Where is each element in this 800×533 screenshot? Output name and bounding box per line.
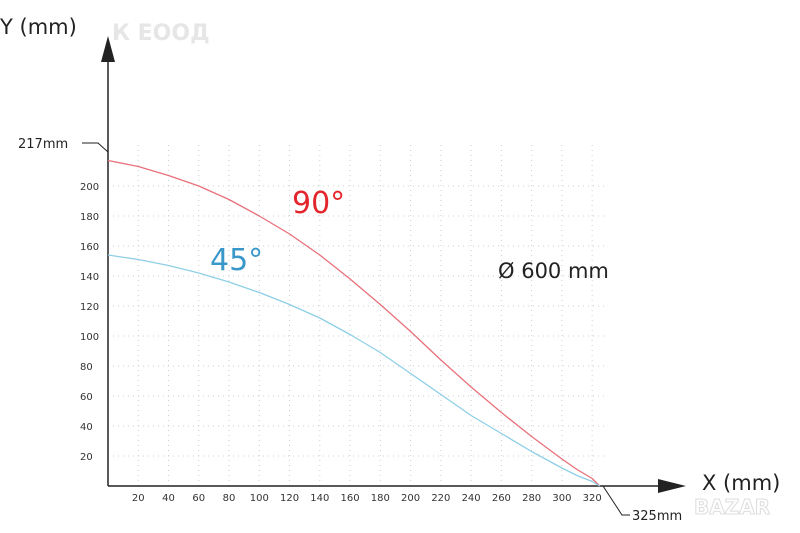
corner-badge: BAZAR (694, 495, 771, 520)
x-tick-label: 260 (492, 493, 511, 504)
series-lines (107, 159, 601, 487)
x-max-leader (602, 485, 630, 516)
y-tick-label: 60 (80, 392, 93, 403)
y-tick-label: 200 (80, 182, 99, 193)
x-tick-label: 200 (401, 493, 420, 504)
series-label-90: 90° (292, 186, 345, 221)
watermark-text: К ЕООД (112, 21, 210, 46)
y-max-callout: 217mm (18, 137, 68, 152)
y-tick-label: 80 (80, 362, 93, 373)
x-tick-label: 120 (280, 493, 299, 504)
diameter-annotation: Ø 600 mm (498, 259, 609, 283)
y-tick-label: 40 (80, 422, 93, 433)
grid (108, 141, 608, 486)
x-axis-arrow-icon (658, 479, 686, 493)
series-line-1 (107, 254, 601, 487)
x-tick-label: 140 (310, 493, 329, 504)
x-tick-label: 180 (371, 493, 390, 504)
y-axis-title: Y (mm) (0, 15, 77, 39)
x-tick-label: 100 (250, 493, 269, 504)
x-tick-label: 60 (192, 493, 205, 504)
x-tick-label: 320 (583, 493, 602, 504)
x-tick-label: 80 (223, 493, 236, 504)
x-tick-label: 220 (431, 493, 450, 504)
x-tick-label: 160 (341, 493, 360, 504)
x-tick-label: 240 (462, 493, 481, 504)
series-label-45: 45° (210, 243, 263, 278)
x-tick-label: 20 (132, 493, 145, 504)
y-axis-arrow-icon (101, 36, 115, 62)
y-tick-label: 100 (80, 332, 99, 343)
y-max-leader (82, 142, 109, 153)
y-tick-label: 20 (80, 452, 93, 463)
y-tick-label: 180 (80, 212, 99, 223)
x-axis-title: X (mm) (702, 471, 780, 495)
x-tick-label: 40 (162, 493, 175, 504)
corner-badge-text: BAZAR (694, 495, 770, 519)
axes (101, 36, 686, 493)
y-tick-label: 160 (80, 242, 99, 253)
x-tick-label: 300 (552, 493, 571, 504)
y-tick-label: 140 (80, 272, 99, 283)
y-tick-label: 120 (80, 302, 99, 313)
tick-labels: 20 40 60 80 100 120 140 160 180 200 220 240 260 280 30… (80, 182, 602, 504)
x-max-callout: 325mm (632, 509, 682, 524)
x-tick-label: 280 (522, 493, 541, 504)
series-line-0 (107, 159, 601, 487)
